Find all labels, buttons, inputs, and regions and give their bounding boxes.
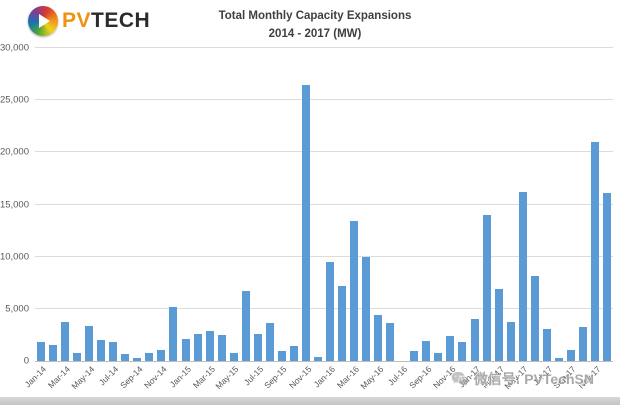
bar-Apr-17 [506, 322, 515, 361]
bar-Feb-17 [482, 215, 491, 361]
y-axis: 0 5,000 10,000 15,000 20,000 25,000 30,000 [0, 43, 31, 367]
bar-Jan-16 [326, 262, 335, 361]
x-tick-label-Sep-15: Sep-15 [262, 364, 289, 391]
plot-area [35, 47, 613, 362]
bar-Feb-15 [193, 334, 202, 361]
x-tick-label-Sep-16: Sep-16 [406, 364, 434, 391]
gridline-15,000 [35, 203, 613, 205]
x-tick-label-Jul-14: Jul-14 [96, 364, 121, 388]
bar-Aug-15 [265, 323, 274, 361]
bar-Mar-15 [205, 331, 214, 361]
bar-Jun-16 [386, 323, 395, 361]
bar-Nov-14 [157, 350, 166, 361]
bar-Oct-14 [145, 353, 154, 361]
bar-Oct-17 [578, 327, 587, 361]
bar-Sep-14 [133, 358, 142, 361]
bar-May-16 [374, 315, 383, 361]
bar-Aug-16 [410, 351, 419, 361]
bar-Dec-17 [602, 193, 611, 361]
gridline-0 [35, 361, 613, 362]
x-tick-label-Nov-15: Nov-15 [286, 364, 314, 391]
x-tick-label-Jan-15: Jan-15 [167, 364, 193, 390]
bar-Jun-17 [530, 276, 539, 361]
y-tick-label-25,000: 25,000 [0, 94, 29, 106]
pvtech-logo: PVTECH [28, 6, 150, 36]
bar-Nov-17 [590, 142, 599, 361]
bar-May-14 [85, 326, 94, 361]
bar-Apr-15 [217, 335, 226, 361]
gridline-30,000 [35, 47, 613, 48]
x-tick-label-Jul-15: Jul-15 [241, 364, 265, 388]
x-tick-label-Mar-16: Mar-16 [335, 364, 362, 391]
x-tick-label-Sep-14: Sep-14 [117, 364, 145, 391]
chart-title: Total Monthly Capacity Expansions 2014 -… [170, 8, 460, 44]
bar-Mar-17 [494, 289, 503, 361]
x-tick-label-Nov-14: Nov-14 [142, 364, 169, 391]
gridline-25,000 [35, 99, 613, 101]
x-tick-label-Jul-16: Jul-16 [385, 364, 410, 388]
y-tick-label-0: 0 [23, 355, 29, 367]
bar-Jun-14 [97, 340, 106, 361]
bar-Jul-15 [253, 334, 262, 361]
x-tick-label-Jan-14: Jan-14 [22, 364, 49, 390]
bar-Aug-14 [121, 354, 130, 361]
gridline-5,000 [35, 307, 613, 309]
bar-Sep-17 [566, 350, 575, 361]
pvtech-logo-icon [28, 6, 58, 36]
bar-Jan-17 [470, 319, 479, 361]
gridline-10,000 [35, 255, 613, 257]
x-tick-label-Mar-14: Mar-14 [46, 364, 73, 391]
x-tick-label-May-14: May-14 [69, 364, 97, 392]
y-tick-label-30,000: 30,000 [0, 42, 29, 54]
bar-Dec-15 [313, 357, 322, 361]
bar-Jan-15 [181, 339, 190, 361]
logo-tech: TECH [91, 9, 151, 32]
bar-Mar-14 [61, 322, 70, 361]
bar-May-15 [229, 353, 238, 361]
bar-Apr-14 [73, 353, 82, 361]
footer-strip [0, 397, 620, 405]
x-tick-label-May-15: May-15 [213, 364, 241, 392]
bar-Sep-15 [277, 351, 286, 361]
bar-Feb-16 [338, 286, 347, 361]
y-tick-label-20,000: 20,000 [0, 146, 29, 158]
y-tick-label-5,000: 5,000 [5, 303, 29, 315]
gridline-20,000 [35, 151, 613, 153]
x-tick-label-Mar-15: Mar-15 [190, 364, 217, 391]
bar-Mar-16 [350, 221, 359, 361]
bar-Nov-15 [301, 85, 310, 361]
y-tick-label-10,000: 10,000 [0, 251, 29, 263]
x-tick-label-Jan-16: Jan-16 [311, 364, 338, 390]
bar-May-17 [518, 192, 527, 361]
bar-Oct-16 [434, 353, 443, 361]
bar-Jun-15 [241, 291, 250, 361]
bar-Apr-16 [362, 257, 371, 361]
logo-pv: PV [62, 9, 92, 32]
bar-Jul-14 [109, 342, 118, 361]
bar-Aug-17 [554, 358, 563, 361]
bar-Jan-14 [37, 342, 46, 361]
bar-Sep-16 [422, 341, 431, 361]
bar-Feb-14 [49, 345, 58, 361]
pvtech-logo-text: PVTECH [62, 6, 150, 36]
bar-Jul-17 [542, 329, 551, 361]
watermark-text: 微信号: PVTechSN [473, 371, 594, 387]
bar-Nov-16 [446, 336, 455, 361]
bar-Dec-16 [458, 342, 467, 361]
bar-Oct-15 [289, 346, 298, 361]
x-tick-label-May-16: May-16 [358, 364, 386, 392]
wechat-icon [451, 371, 469, 386]
chart-title-line2: 2014 - 2017 (MW) [268, 27, 362, 40]
chart-title-line1: Total Monthly Capacity Expansions [218, 10, 412, 22]
bar-Dec-14 [169, 307, 178, 361]
y-tick-label-15,000: 15,000 [0, 199, 29, 210]
wechat-watermark: 微信号: PVTechSN [450, 369, 594, 389]
